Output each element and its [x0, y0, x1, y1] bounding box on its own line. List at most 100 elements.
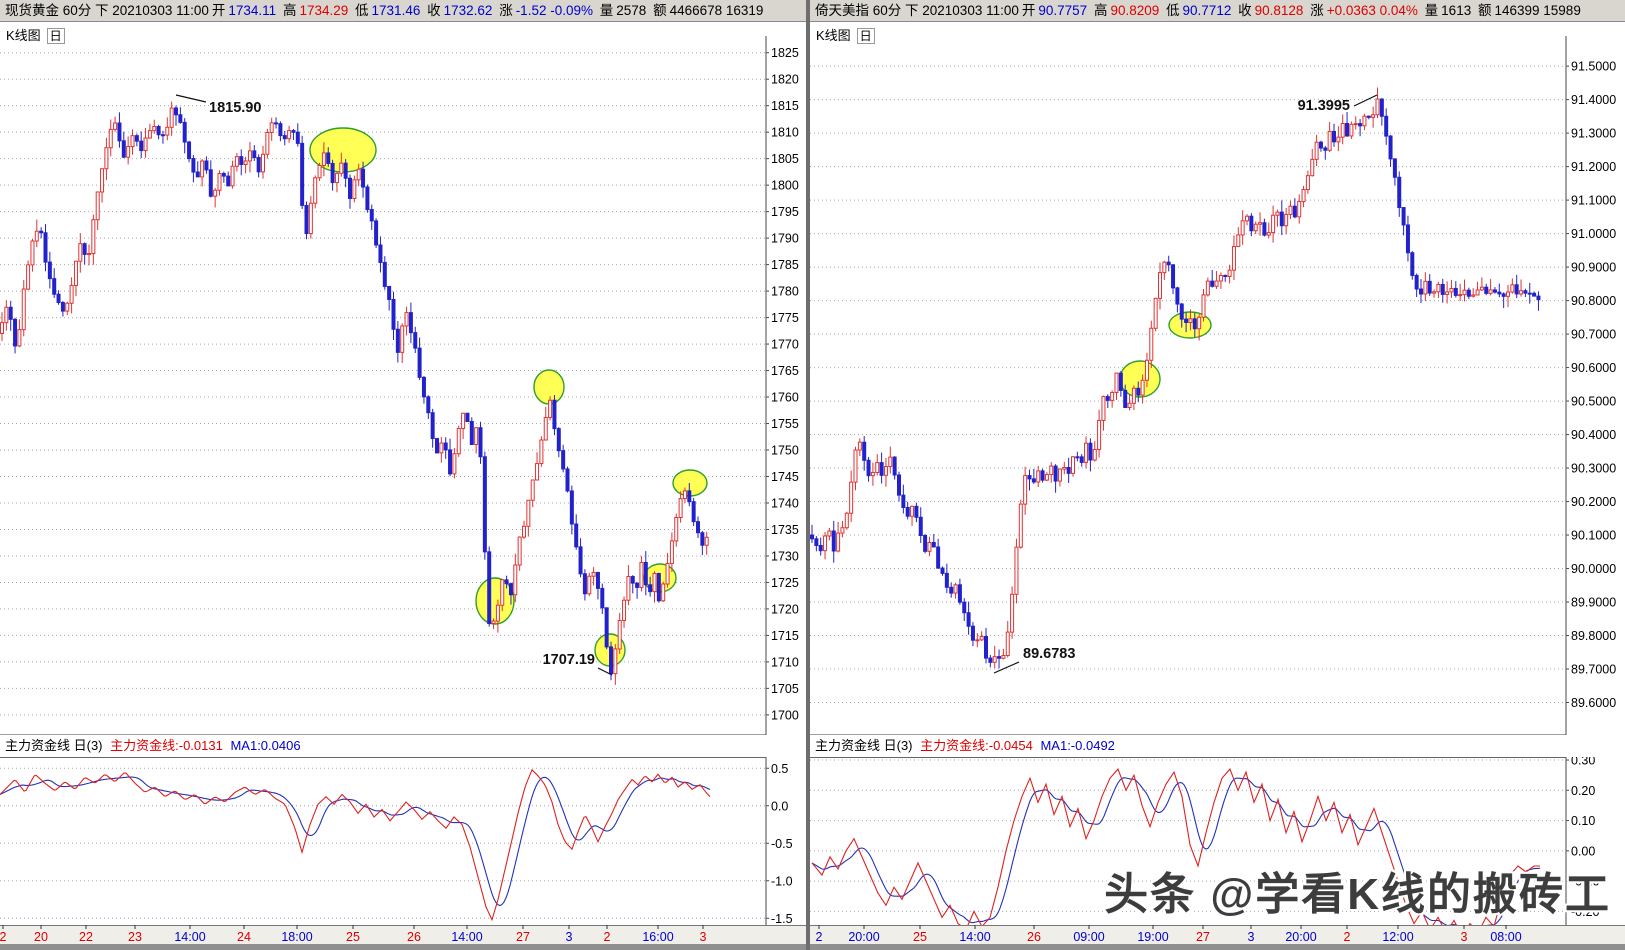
- svg-text:1760: 1760: [771, 391, 799, 405]
- ma-line: [0, 776, 711, 907]
- indicator-title[interactable]: 主力资金线 日(3): [5, 738, 103, 753]
- time-axis-usdx[interactable]: 2 20:00 25 14:00 26 09:00 19:00 27 3 20:00 2 12:00 3…: [810, 925, 1625, 950]
- kline-period-selector[interactable]: 日: [856, 28, 875, 44]
- quote-header-gold: 现货黄金 60分 下 20210303 11:00 开 1734.11 高 1734.…: [0, 0, 808, 22]
- svg-text:1715: 1715: [771, 629, 799, 643]
- svg-text:0.00: 0.00: [1571, 844, 1595, 858]
- time-axis-label: 2: [604, 930, 611, 944]
- svg-text:1780: 1780: [771, 285, 799, 299]
- svg-text:1710: 1710: [771, 655, 799, 669]
- svg-text:90.7000: 90.7000: [1571, 328, 1616, 342]
- svg-text:1735: 1735: [771, 523, 799, 537]
- open-value: 1734.11: [228, 3, 277, 18]
- time-axis-gold[interactable]: 2 20 22 23 14:00 24 18:00 25 26 14:00 27 3 2 16:00 3: [0, 925, 808, 950]
- svg-text:90.0000: 90.0000: [1571, 562, 1616, 576]
- svg-text:1820: 1820: [771, 73, 799, 87]
- time-axis-label: 18:00: [281, 930, 312, 944]
- volume-label: 量: [1424, 3, 1439, 18]
- svg-text:89.7000: 89.7000: [1571, 663, 1616, 677]
- time-axis-label: 14:00: [174, 930, 205, 944]
- low-value: 1731.46: [371, 3, 421, 18]
- time-axis-label: 2: [1344, 930, 1351, 944]
- svg-text:-1.0: -1.0: [771, 874, 793, 888]
- time-axis-label: 3: [1248, 930, 1255, 944]
- time-axis-label: 22: [79, 930, 93, 944]
- annotation-pointer: [175, 94, 207, 103]
- volume-value: 1613: [1441, 3, 1472, 18]
- time-axis-label: 20:00: [848, 930, 879, 944]
- high-value: 1734.29: [299, 3, 349, 18]
- time-axis-label: 3: [700, 930, 707, 944]
- instrument-title: 倚天美指 60分 下 20210303 11:00: [815, 3, 1019, 18]
- annotation-pointer: [993, 661, 1020, 674]
- close-value: 90.8128: [1254, 3, 1304, 18]
- kline-chart-canvas-usdx[interactable]: 91.5000 91.4000 91.3000 91.2000 91.1000 91.00…: [810, 22, 1625, 735]
- svg-text:89.8000: 89.8000: [1571, 629, 1616, 643]
- open-value: 90.7757: [1038, 3, 1088, 18]
- svg-text:1800: 1800: [771, 179, 799, 193]
- kline-chart-label: K线图: [816, 28, 851, 43]
- kline-period-selector[interactable]: 日: [46, 28, 65, 44]
- time-axis-label: 27: [516, 930, 530, 944]
- volume-value: 2578: [616, 3, 647, 18]
- watermark: 头条 @学看K线的搬砖工: [1104, 870, 1611, 919]
- svg-text:91.4000: 91.4000: [1571, 93, 1616, 107]
- svg-text:1755: 1755: [771, 417, 799, 431]
- time-axis-label: 3: [566, 930, 573, 944]
- high-label: 高: [282, 3, 297, 18]
- time-axis-label: 14:00: [451, 930, 482, 944]
- low-label: 低: [1166, 3, 1180, 18]
- ma-line: [811, 777, 1541, 925]
- svg-text:89.9000: 89.9000: [1571, 596, 1616, 610]
- time-axis-label: 26: [407, 930, 421, 944]
- svg-text:90.5000: 90.5000: [1571, 395, 1616, 409]
- time-axis-label: 20: [34, 930, 48, 944]
- kline-chart-canvas-gold[interactable]: 1825 1820 1815 1810 1805 1800 1795 1790 1785 1780…: [0, 22, 808, 735]
- indicator-canvas-gold[interactable]: 0.5 0.0 -0.5 -1.0 -1.5: [0, 757, 808, 925]
- svg-text:0.5: 0.5: [771, 762, 788, 776]
- panel-divider[interactable]: [806, 0, 810, 950]
- svg-text:0.30: 0.30: [1571, 757, 1595, 768]
- svg-text:1770: 1770: [771, 338, 799, 352]
- svg-text:-0.20: -0.20: [1571, 905, 1600, 919]
- close-label: 收: [427, 3, 441, 18]
- price-annotation: 89.6783: [1023, 646, 1075, 662]
- svg-text:90.1000: 90.1000: [1571, 529, 1616, 543]
- panel-gold: 现货黄金 60分 下 20210303 11:00 开 1734.11 高 1734.…: [0, 0, 808, 950]
- time-axis-label: 20:00: [1285, 930, 1316, 944]
- indicator-canvas-usdx[interactable]: 0.30 0.20 0.10 0.00 -0.10 -0.20: [810, 757, 1625, 925]
- indicator-line1-value: 主力资金线:-0.0131: [110, 738, 223, 753]
- quote-header-usdx: 倚天美指 60分 下 20210303 11:00 开 90.7757 高 90.82…: [810, 0, 1625, 22]
- time-axis-label: 19:00: [1137, 930, 1168, 944]
- indicator-header-gold: 主力资金线 日(3) 主力资金线:-0.0131 MA1:0.0406: [0, 736, 808, 757]
- time-axis-label: 08:00: [1490, 930, 1521, 944]
- candles-layer: [810, 87, 1541, 669]
- amount-label: 额: [653, 3, 667, 18]
- svg-text:1750: 1750: [771, 444, 799, 458]
- change-label: 涨: [499, 3, 513, 18]
- svg-text:0.0: 0.0: [771, 799, 788, 813]
- svg-text:0.20: 0.20: [1571, 784, 1595, 798]
- time-axis-label: 3: [1461, 930, 1468, 944]
- main-fund-line: [811, 768, 1540, 925]
- svg-text:1775: 1775: [771, 311, 799, 325]
- change-value: -1.52 -0.09%: [515, 3, 593, 18]
- indicator-title[interactable]: 主力资金线 日(3): [815, 738, 913, 753]
- svg-text:1700: 1700: [771, 708, 799, 722]
- time-axis-label: 24: [237, 930, 251, 944]
- kline-chart-label-row: K线图日: [6, 25, 65, 44]
- time-axis-label: 23: [128, 930, 142, 944]
- change-value: +0.0363 0.04%: [1326, 3, 1418, 18]
- low-label: 低: [355, 3, 369, 18]
- svg-text:90.8000: 90.8000: [1571, 294, 1616, 308]
- svg-text:1745: 1745: [771, 470, 799, 484]
- svg-text:91.5000: 91.5000: [1571, 60, 1616, 74]
- svg-text:1825: 1825: [771, 46, 799, 60]
- kline-chart-label: K线图: [6, 28, 41, 43]
- open-label: 开: [211, 3, 226, 18]
- svg-text:1720: 1720: [771, 602, 799, 616]
- amount-value: 4466678 16319: [669, 3, 764, 18]
- svg-text:89.6000: 89.6000: [1571, 696, 1616, 710]
- svg-text:1790: 1790: [771, 232, 799, 246]
- time-axis-label: 16:00: [642, 930, 673, 944]
